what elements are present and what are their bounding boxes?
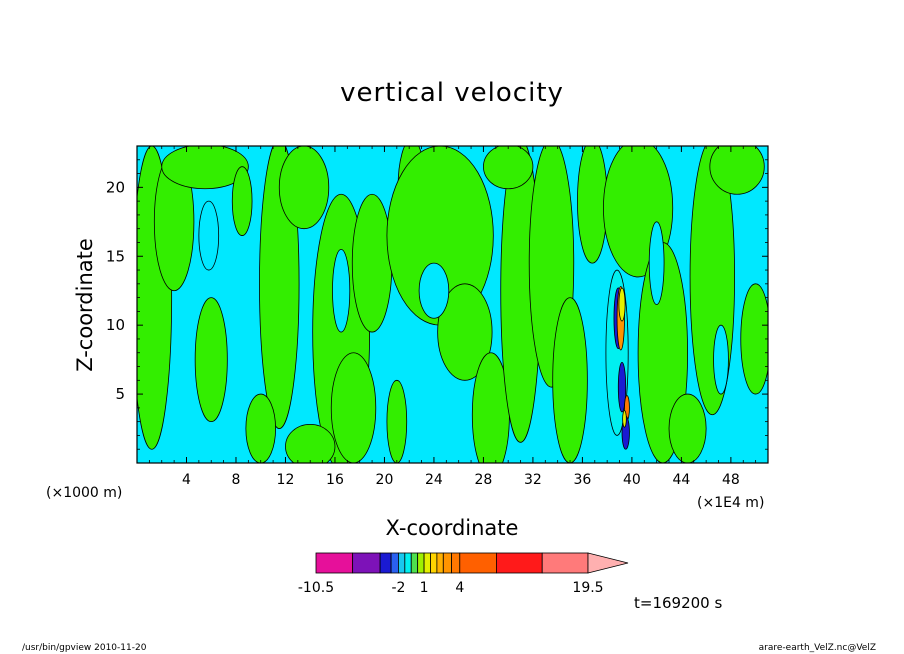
- colorbar-segment: [398, 552, 406, 574]
- green-region: [231, 166, 253, 236]
- colorbar-tick-label: 4: [455, 580, 464, 596]
- cyan-region: [332, 248, 351, 333]
- green-region: [351, 193, 393, 333]
- green-region: [245, 393, 276, 463]
- x-tick-label: 48: [722, 472, 740, 488]
- colorbar-segment: [379, 552, 392, 574]
- green-region: [577, 146, 608, 264]
- x-tick-label: 24: [425, 472, 443, 488]
- colorbar-segment: [436, 552, 444, 574]
- x-tick-label: 28: [475, 472, 493, 488]
- green-region: [194, 297, 228, 423]
- colorbar-segment: [459, 552, 497, 574]
- x-tick-label: 32: [524, 472, 542, 488]
- green-region: [709, 146, 765, 195]
- x-axis-label: X-coordinate: [386, 516, 519, 540]
- colorbar-segment: [315, 552, 354, 574]
- cyan-region: [648, 221, 665, 305]
- colorbar-segment: [442, 552, 452, 574]
- colorbar-tick-label: -2: [391, 580, 405, 596]
- colorbar-segment: [423, 552, 431, 574]
- colorbar-segment: [390, 552, 399, 574]
- x-unit-left: (×1000 m): [46, 485, 122, 501]
- green-region: [552, 297, 588, 463]
- colorbar-tick-label: 19.5: [572, 580, 603, 596]
- timestamp: t=169200 s: [634, 594, 723, 612]
- x-tick-label: 4: [182, 472, 191, 488]
- colorbar-segment: [430, 552, 438, 574]
- x-tick-label: 40: [623, 472, 641, 488]
- velocity-field: [137, 146, 768, 463]
- colorbar-segment: [404, 552, 412, 574]
- chart-title: vertical velocity: [340, 78, 564, 108]
- x-tick-label: 20: [376, 472, 394, 488]
- colorbar-segment: [496, 552, 543, 574]
- green-region: [278, 146, 330, 230]
- x-tick-label: 44: [672, 472, 690, 488]
- x-unit-right: (×1E4 m): [697, 495, 764, 511]
- green-region: [668, 393, 707, 463]
- green-region: [437, 283, 493, 381]
- colorbar-tick-label: 1: [420, 580, 429, 596]
- colorbar-segment: [352, 552, 381, 574]
- y-tick-label: 20: [106, 178, 125, 196]
- cyan-region: [713, 324, 729, 395]
- x-tick-label: 8: [232, 472, 241, 488]
- colorbar-segment: [451, 552, 461, 574]
- green-region: [285, 424, 336, 463]
- y-tick-label: 10: [106, 316, 125, 334]
- y-axis-label: Z-coordinate: [73, 238, 97, 372]
- green-region: [330, 352, 377, 463]
- colorbar-extension: [587, 552, 629, 574]
- updraft-core: [617, 361, 627, 413]
- cyan-region: [198, 200, 220, 271]
- updraft-core: [618, 287, 626, 322]
- colorbar-segment: [410, 552, 419, 574]
- updraft-core: [622, 410, 627, 428]
- colorbar-tick-label: -10.5: [298, 580, 334, 596]
- x-tick-label: 36: [573, 472, 591, 488]
- colorbar-tick-labels: -10.5 -2 1 4 19.5: [298, 580, 604, 596]
- footer-file-name: arare-earth_VelZ.nc@VelZ: [758, 643, 876, 653]
- y-tick-label: 15: [106, 247, 125, 265]
- colorbar-segment: [541, 552, 589, 574]
- cyan-region: [418, 262, 450, 319]
- green-region: [386, 379, 408, 463]
- green-region: [161, 146, 249, 190]
- green-region: [740, 283, 768, 395]
- green-region: [483, 146, 534, 190]
- colorbar: [315, 552, 629, 574]
- y-tick-label: 5: [115, 385, 125, 403]
- footer-program-date: /usr/bin/gpview 2010-11-20: [22, 643, 147, 653]
- x-tick-label: 16: [326, 472, 344, 488]
- x-axis-ticks: 4 8 12 16 20 24 28 32 36 40 44 48: [148, 146, 757, 488]
- y-axis-ticks: 5 10 15 20: [106, 159, 768, 450]
- plot-frame: [136, 145, 769, 464]
- x-tick-label: 12: [277, 472, 295, 488]
- colorbar-segment: [417, 552, 425, 574]
